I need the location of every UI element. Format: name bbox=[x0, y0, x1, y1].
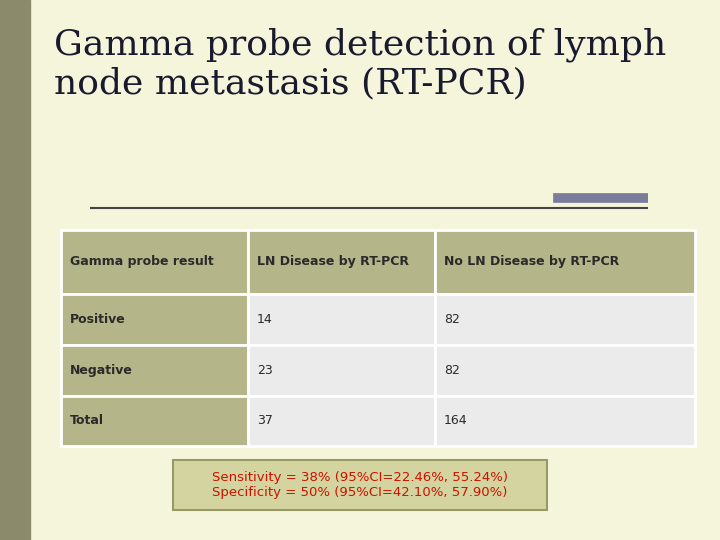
Text: Gamma probe detection of lymph
node metastasis (RT-PCR): Gamma probe detection of lymph node meta… bbox=[54, 27, 666, 101]
Text: No LN Disease by RT-PCR: No LN Disease by RT-PCR bbox=[444, 255, 619, 268]
Text: 23: 23 bbox=[257, 364, 272, 377]
Text: 164: 164 bbox=[444, 414, 467, 427]
Text: Positive: Positive bbox=[70, 313, 125, 326]
Text: 14: 14 bbox=[257, 313, 272, 326]
Text: 82: 82 bbox=[444, 364, 459, 377]
Text: Gamma probe result: Gamma probe result bbox=[70, 255, 214, 268]
Text: 37: 37 bbox=[257, 414, 273, 427]
Text: Sensitivity = 38% (95%CI=22.46%, 55.24%)
Specificity = 50% (95%CI=42.10%, 57.90%: Sensitivity = 38% (95%CI=22.46%, 55.24%)… bbox=[212, 471, 508, 499]
Text: 82: 82 bbox=[444, 313, 459, 326]
Text: Total: Total bbox=[70, 414, 104, 427]
Text: Negative: Negative bbox=[70, 364, 132, 377]
Text: LN Disease by RT-PCR: LN Disease by RT-PCR bbox=[257, 255, 409, 268]
